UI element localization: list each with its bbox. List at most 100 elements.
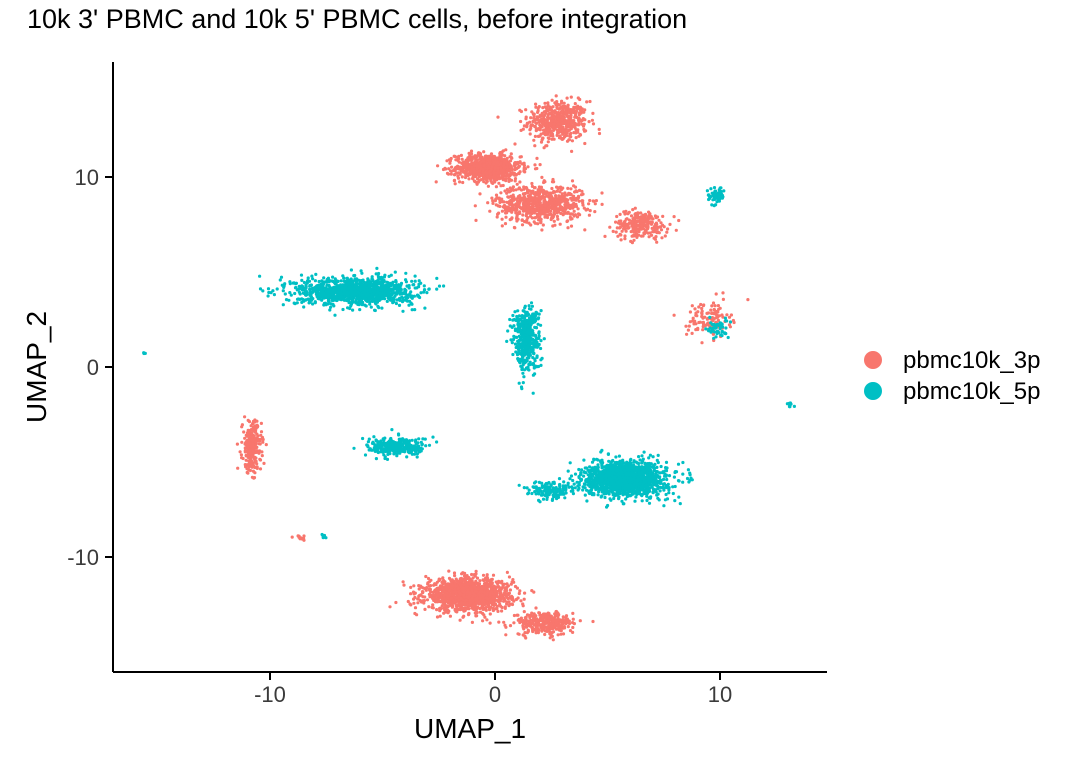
point: [516, 596, 520, 600]
point: [255, 425, 259, 429]
point: [711, 319, 715, 323]
point: [425, 598, 430, 602]
point: [453, 607, 457, 611]
point: [432, 583, 436, 587]
point: [525, 122, 529, 126]
point: [341, 307, 345, 312]
point: [534, 606, 538, 610]
point: [519, 599, 523, 603]
point: [503, 623, 507, 627]
point: [472, 164, 477, 168]
point: [470, 155, 475, 159]
point: [542, 196, 547, 200]
point: [505, 211, 509, 215]
point: [486, 184, 490, 188]
point: [554, 627, 559, 631]
point: [632, 233, 636, 237]
point: [587, 202, 591, 206]
point: [632, 216, 636, 220]
point: [450, 584, 454, 588]
point: [727, 315, 732, 319]
point: [260, 435, 265, 440]
point: [569, 217, 573, 221]
point: [388, 605, 392, 609]
point: [341, 274, 345, 278]
point: [474, 173, 478, 177]
point: [452, 173, 457, 177]
point: [546, 140, 550, 144]
point: [442, 587, 446, 591]
point: [619, 238, 623, 242]
point: [484, 608, 488, 612]
point: [541, 210, 545, 214]
point: [499, 593, 503, 597]
point: [255, 436, 259, 440]
point: [473, 154, 477, 158]
point: [250, 435, 254, 439]
point: [498, 157, 502, 161]
point: [571, 617, 575, 621]
point: [569, 125, 574, 129]
point: [248, 468, 252, 473]
point: [515, 208, 519, 212]
point: [536, 205, 541, 209]
point: [513, 142, 517, 146]
point: [647, 210, 651, 214]
point: [548, 623, 552, 628]
point: [520, 619, 524, 623]
point: [544, 629, 548, 633]
point: [264, 443, 268, 447]
point: [442, 600, 446, 604]
point: [627, 221, 631, 225]
point: [625, 217, 629, 221]
point: [240, 456, 244, 460]
point: [490, 196, 494, 200]
point: [531, 629, 535, 634]
point: [700, 314, 704, 318]
point: [569, 95, 573, 99]
point: [300, 537, 304, 541]
point: [262, 461, 266, 465]
point: [508, 588, 512, 592]
point: [537, 218, 541, 222]
point: [246, 418, 250, 422]
point: [567, 114, 571, 118]
point: [458, 591, 462, 595]
point: [578, 118, 582, 122]
point: [536, 118, 540, 122]
point: [535, 200, 539, 204]
point: [486, 154, 490, 159]
point: [505, 589, 509, 593]
point: [495, 161, 499, 165]
point: [251, 442, 255, 446]
point: [470, 620, 474, 625]
point: [508, 186, 512, 190]
point: [713, 304, 717, 308]
point: [473, 204, 477, 208]
point: [548, 193, 552, 197]
point: [260, 454, 264, 458]
point: [700, 341, 704, 345]
point: [512, 225, 517, 230]
point: [631, 228, 635, 232]
point: [481, 601, 486, 605]
point: [558, 199, 562, 203]
point: [525, 218, 529, 222]
point: [573, 190, 577, 194]
point: [556, 616, 560, 620]
point: [502, 200, 506, 204]
point: [525, 210, 529, 214]
point: [514, 188, 518, 192]
point: [517, 632, 521, 636]
point: [540, 626, 544, 631]
point: [566, 625, 570, 629]
point: [456, 174, 460, 178]
point: [447, 569, 451, 573]
point: [560, 109, 564, 114]
point: [649, 215, 653, 219]
point: [260, 450, 264, 454]
point: [571, 109, 575, 113]
point: [538, 201, 542, 205]
point: [583, 141, 587, 146]
point: [404, 278, 408, 282]
